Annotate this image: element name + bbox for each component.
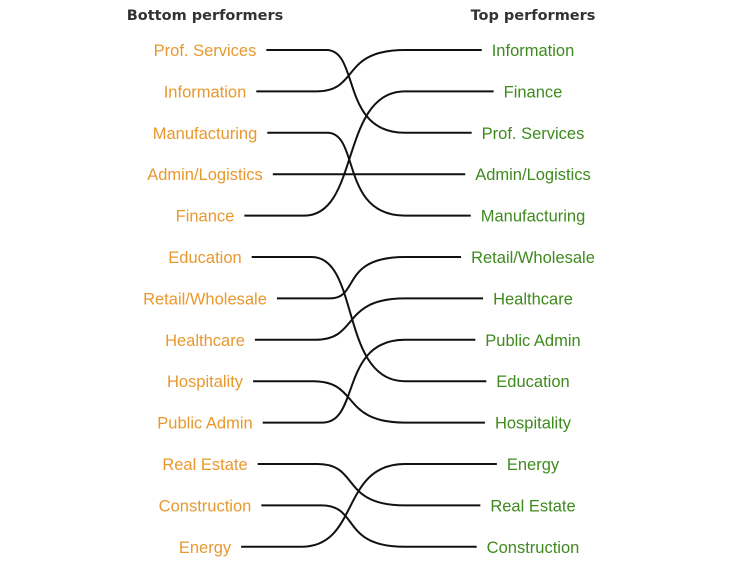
connector-real-estate	[257, 463, 481, 507]
right-label-energy: Energy	[507, 456, 560, 474]
left-label-public-admin: Public Admin	[157, 415, 252, 433]
left-label-manufacturing: Manufacturing	[153, 125, 258, 143]
left-label-admin-logistics: Admin/Logistics	[147, 166, 263, 184]
connector-construction	[261, 504, 477, 548]
right-label-hospitality: Hospitality	[495, 415, 572, 433]
connector-retail-wholesale	[276, 256, 462, 300]
right-label-healthcare: Healthcare	[493, 290, 573, 308]
left-label-information: Information	[164, 83, 247, 101]
left-label-hospitality: Hospitality	[167, 373, 244, 391]
connector-lines	[241, 49, 497, 548]
left-label-construction: Construction	[159, 497, 252, 515]
right-label-education: Education	[496, 373, 569, 391]
right-label-construction: Construction	[487, 539, 580, 557]
right-label-manufacturing: Manufacturing	[481, 208, 586, 226]
right-label-prof-services: Prof. Services	[482, 125, 585, 143]
left-label-prof-services: Prof. Services	[154, 42, 257, 60]
right-label-real-estate: Real Estate	[490, 497, 575, 515]
connector-information	[256, 49, 482, 93]
left-label-retail-wholesale: Retail/Wholesale	[143, 290, 267, 308]
connector-prof-services	[266, 49, 472, 134]
left-label-healthcare: Healthcare	[165, 332, 245, 350]
left-column-header: Bottom performers	[127, 8, 284, 24]
right-label-public-admin: Public Admin	[485, 332, 580, 350]
right-label-finance: Finance	[504, 83, 563, 101]
right-label-retail-wholesale: Retail/Wholesale	[471, 249, 595, 267]
right-column-header: Top performers	[471, 8, 596, 24]
connector-hospitality	[253, 380, 485, 424]
connector-energy	[241, 463, 497, 548]
connector-healthcare	[254, 297, 484, 341]
left-labels: Prof. Services Information Manufacturing Ad…	[143, 42, 267, 557]
connector-finance	[244, 90, 494, 217]
right-label-admin-logistics: Admin/Logistics	[475, 166, 591, 184]
left-label-energy: Energy	[179, 539, 232, 557]
left-label-finance: Finance	[176, 208, 235, 226]
left-label-real-estate: Real Estate	[162, 456, 247, 474]
right-label-information: Information	[492, 42, 575, 60]
left-label-education: Education	[168, 249, 241, 267]
connector-education	[251, 256, 487, 383]
right-labels: Information Finance Prof. Services Admin/Lo…	[471, 42, 595, 557]
connector-public-admin	[262, 338, 476, 424]
